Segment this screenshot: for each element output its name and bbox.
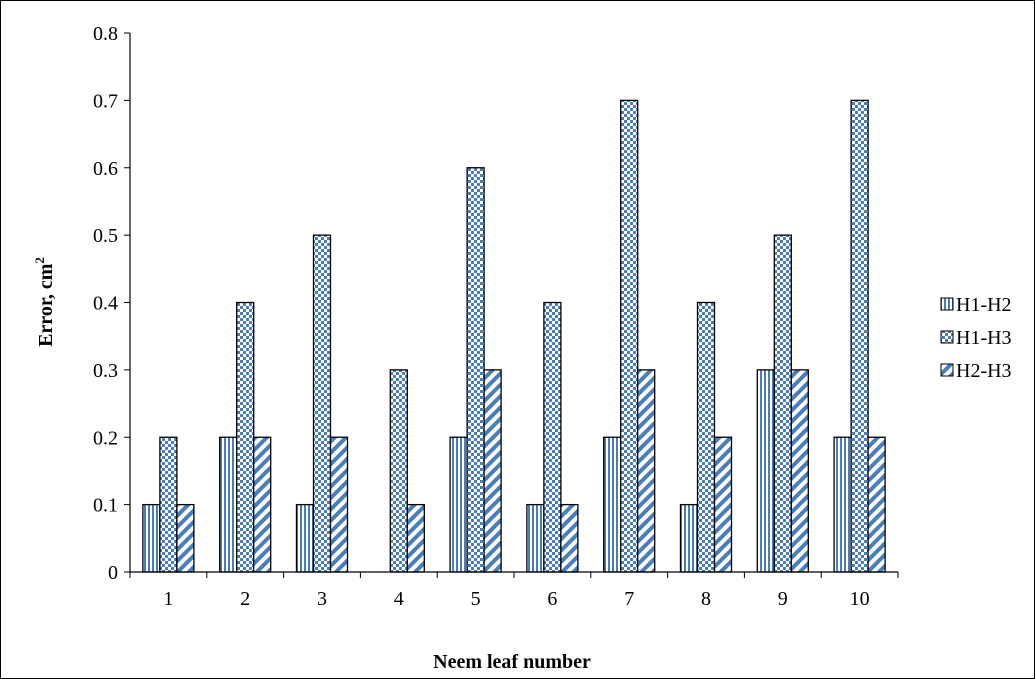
- y-tick-label: 0.8: [93, 23, 118, 45]
- x-axis-title: Neem leaf number: [433, 651, 591, 673]
- y-tick-label: 0.6: [93, 158, 118, 180]
- x-tick-label: 8: [701, 588, 711, 610]
- bar-h1-h3-6: [543, 301, 562, 573]
- x-tick-label: 6: [547, 588, 557, 610]
- y-axis-title-superscript: 2: [32, 257, 47, 264]
- legend-label: H2-H3: [956, 360, 1012, 382]
- bar-h2-h3-3: [329, 436, 349, 573]
- bar-h1-h3-1: [159, 436, 178, 573]
- axes-group: [124, 32, 899, 578]
- bar-h1-h3-3: [312, 234, 332, 573]
- bar-h2-h3-1: [176, 503, 195, 573]
- bars-group: [142, 99, 886, 573]
- bar-h1-h2-10: [833, 436, 852, 573]
- x-tick-label: 5: [471, 588, 481, 610]
- bar-h1-h3-7: [620, 99, 639, 573]
- legend-item-h1-h2: H1-H2: [940, 294, 1012, 316]
- y-tick-label: 0.2: [93, 427, 118, 449]
- bar-h1-h2-5: [449, 436, 468, 573]
- bar-h1-h2-3: [295, 503, 315, 573]
- x-tick-label: 10: [850, 588, 870, 610]
- y-tick-label: 0.7: [93, 90, 118, 112]
- x-tick-label: 4: [394, 588, 404, 610]
- bar-h1-h2-8: [679, 503, 699, 573]
- x-tick-label: 3: [317, 588, 327, 610]
- bar-h1-h2-6: [526, 503, 545, 573]
- x-tick-label: 7: [624, 588, 634, 610]
- legend: H1-H2 H1-H3 H2-H3: [940, 294, 1012, 382]
- legend-item-h1-h3: H1-H3: [940, 327, 1012, 349]
- legend-swatch: [940, 330, 954, 344]
- bar-h1-h2-1: [142, 503, 161, 573]
- bar-h2-h3-6: [560, 503, 579, 573]
- y-tick-label: 0.3: [93, 360, 118, 382]
- y-tick-label: 0.5: [93, 225, 118, 247]
- bar-h1-h2-2: [219, 436, 238, 573]
- bar-h2-h3-2: [253, 436, 272, 573]
- legend-label: H1-H2: [956, 294, 1012, 316]
- bar-h1-h3-8: [696, 301, 716, 573]
- bar-h1-h3-9: [773, 234, 792, 573]
- bar-h1-h3-5: [466, 167, 485, 573]
- y-tick-label: 0.4: [93, 293, 118, 315]
- legend-swatch: [940, 363, 954, 377]
- legend-item-h2-h3: H2-H3: [940, 360, 1012, 382]
- bar-h2-h3-8: [713, 436, 733, 573]
- x-tick-label: 1: [163, 588, 173, 610]
- bar-h2-h3-10: [867, 436, 886, 573]
- bar-h1-h3-2: [236, 301, 255, 573]
- x-tick-label: 9: [778, 588, 788, 610]
- legend-label: H1-H3: [956, 327, 1012, 349]
- bar-h2-h3-4: [406, 503, 425, 573]
- bar-h1-h3-4: [389, 369, 408, 573]
- bar-h1-h3-10: [850, 99, 869, 573]
- legend-swatch: [940, 297, 954, 311]
- x-tick-label: 2: [240, 588, 250, 610]
- bar-h2-h3-7: [637, 369, 656, 573]
- y-axis-title: Error, cm2: [32, 257, 57, 347]
- y-tick-label: 0: [108, 562, 118, 584]
- bar-h2-h3-5: [483, 369, 502, 573]
- bar-h1-h2-7: [603, 436, 622, 573]
- bar-h2-h3-9: [790, 369, 809, 573]
- bar-h1-h2-9: [756, 369, 775, 573]
- y-axis-title-text: Error, cm: [35, 263, 57, 347]
- y-tick-label: 0.1: [93, 495, 118, 517]
- tick-labels-group: 0 0.1 0.2 0.3 0.4 0.5 0.6 0.7 0.8 1 2 3 4 5 6 7 8 9 10: [93, 23, 870, 610]
